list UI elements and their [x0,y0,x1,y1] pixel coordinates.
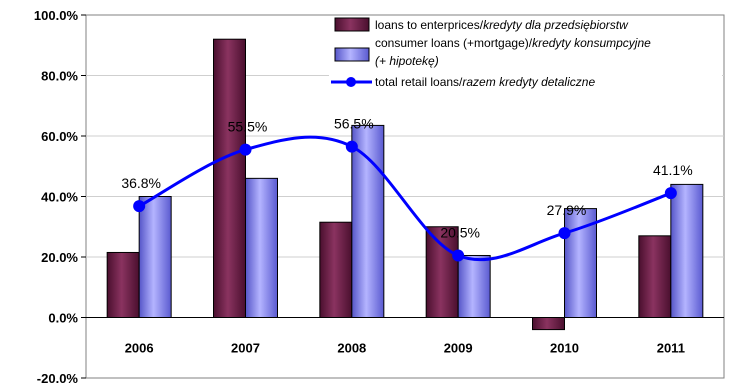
bars [106,38,704,331]
data-label-2006: 36.8% [121,175,161,191]
y-tick-label: 20.0% [41,250,78,265]
x-category-label: 2008 [337,341,366,356]
legend-swatch-total-marker [346,77,356,87]
bar-enterprise-loans-2010 [532,317,565,331]
bar-enterprise-loans-2006 [106,251,140,318]
line-point-2010 [558,227,571,240]
legend-label-consumer-loans: consumer loans (+mortgage)/kredyty konsu… [375,36,651,50]
legend-swatch-consumer-loans [334,47,370,62]
legend-swatch-enterprise-loans [334,17,370,32]
bar-consumer-loans-2007 [245,177,278,318]
bar-consumer-loans-2008 [351,124,385,318]
bar-consumer-loans-2009 [457,254,491,319]
y-tick-label: 80.0% [41,69,78,84]
data-label-2007: 55.5% [228,119,268,135]
x-category-label: 2010 [550,341,579,356]
legend-label-total-retail-loans: total retail loans/razem kredyty detalic… [375,75,595,89]
bar-enterprise-loans-2009 [425,226,459,318]
line-point-2008 [345,140,358,153]
legend-label-consumer-loans-line2: (+ hipotekę) [375,54,439,68]
x-category-label: 2007 [231,341,260,356]
bar-enterprise-loans-2008 [319,221,353,318]
line-point-2007 [239,143,252,156]
line-point-2011 [664,187,677,200]
data-label-2010: 27.9% [547,202,587,218]
bar-consumer-loans-2011 [670,183,704,318]
legend-label-enterprise-loans: loans to enterprices/kredyty dla przedsi… [375,18,629,32]
x-category-label: 2006 [125,341,154,356]
y-tick-label: 100.0% [34,8,79,23]
x-axis-categories: 2006 2007 2008 2009 2010 2011 [125,341,685,356]
x-category-label: 2009 [444,341,473,356]
data-label-2011: 41.1% [653,162,693,178]
bar-enterprise-loans-2011 [638,235,672,318]
bar-consumer-loans-2006 [138,196,172,318]
y-axis-ticks: 100.0% 80.0% 60.0% 40.0% 20.0% 0.0% -20.0% [34,8,86,386]
y-tick-label: 0.0% [48,311,78,326]
line-point-2006 [133,200,146,213]
line-series: 36.8% 55.5% 56.5% 20.5% 27.9% 41.1% [121,116,693,262]
y-tick-label: -20.0% [37,371,79,386]
line-total-retail-loans [138,135,672,262]
legend-background [329,18,722,102]
y-tick-label: 40.0% [41,190,78,205]
legend: loans to enterprices/kredyty dla przedsi… [329,17,722,102]
data-label-2009: 20.5% [440,224,480,240]
x-category-label: 2011 [657,341,685,356]
bar-enterprise-loans-2007 [213,38,246,318]
y-tick-label: 60.0% [41,129,78,144]
line-point-2009 [452,249,465,262]
data-label-2008: 56.5% [334,116,374,132]
